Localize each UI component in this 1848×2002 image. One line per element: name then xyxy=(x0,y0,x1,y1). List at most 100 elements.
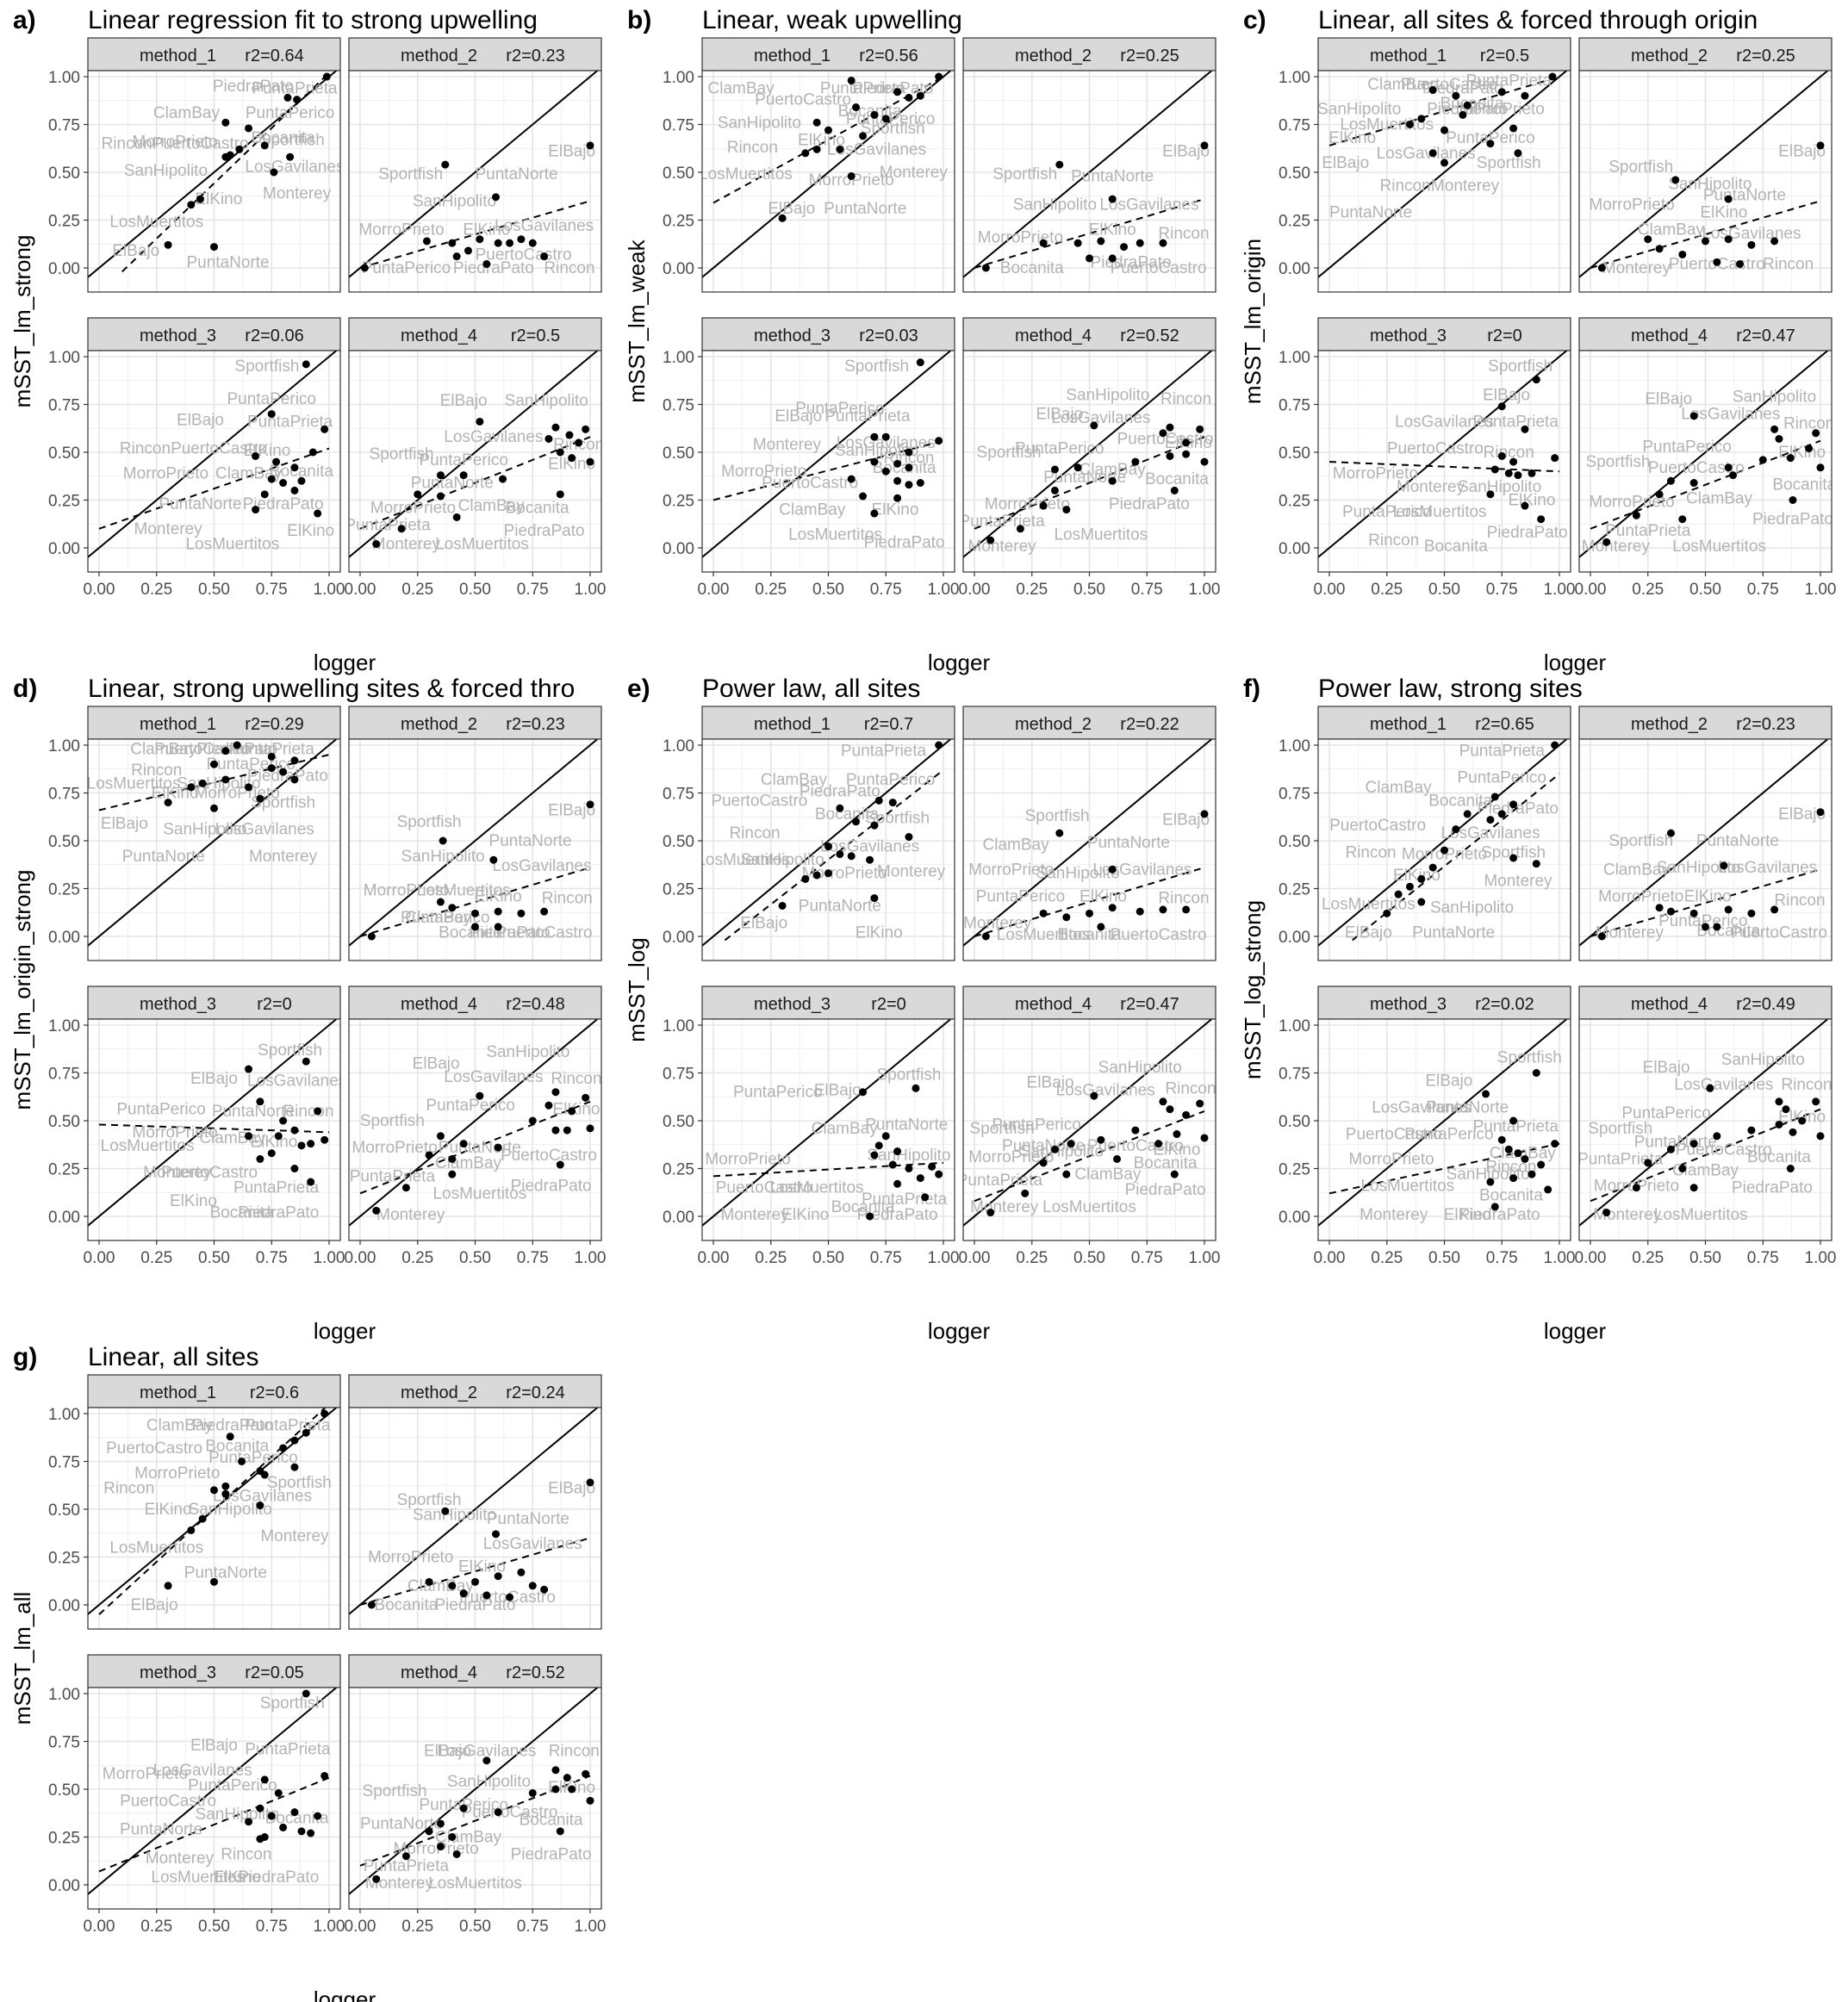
plot-area: ClamBayPuertoCastroPiedraPatoPuntaPrieta… xyxy=(88,739,338,948)
facet-r2-label: r2=0.52 xyxy=(506,1663,564,1682)
site-label: ElKino xyxy=(798,131,845,149)
x-tick-label: 1.00 xyxy=(314,1249,345,1267)
data-point xyxy=(425,1577,433,1586)
site-label: ElBajo xyxy=(112,242,159,260)
data-point xyxy=(1805,445,1814,453)
data-point xyxy=(492,193,501,202)
x-tick-label: 0.25 xyxy=(1371,581,1403,599)
site-label: PuntaNorte xyxy=(1426,1098,1509,1116)
site-label: SanHipolito xyxy=(1066,386,1149,404)
site-label: PuntaNorte xyxy=(1043,469,1126,487)
site-label: PuertoCastro xyxy=(476,246,572,264)
facet-method-label: method_1 xyxy=(1370,47,1447,65)
data-point xyxy=(1055,829,1064,837)
data-point xyxy=(556,1160,564,1169)
data-point xyxy=(221,1489,230,1498)
facet-method_3: method_3 r2=0.02 Sportfish ElBajo LosGavilan… xyxy=(1279,985,1576,1267)
data-point xyxy=(1440,159,1448,167)
data-point xyxy=(1196,1099,1204,1108)
data-point xyxy=(482,1591,491,1600)
site-labels: ElBajo Sportfish PuntaNorte ClamBay MorroPri… xyxy=(963,807,1210,944)
x-tick-label: 0.75 xyxy=(1486,1249,1518,1267)
data-point xyxy=(302,1428,310,1437)
identity-line xyxy=(1579,71,1829,279)
y-tick-label: 0.75 xyxy=(48,1734,80,1752)
site-label: Rincon xyxy=(1158,890,1209,908)
data-point xyxy=(1689,479,1698,488)
data-point xyxy=(528,239,537,247)
identity-line xyxy=(1318,351,1568,559)
data-point xyxy=(916,1174,924,1183)
data-point xyxy=(1097,237,1105,246)
data-point xyxy=(836,804,844,812)
x-tick-label: 0.75 xyxy=(256,1249,288,1267)
panel-title: Linear, weak upwelling xyxy=(702,6,962,34)
x-tick-label: 0.25 xyxy=(401,1918,433,1936)
site-label: PuertoCastro xyxy=(1731,924,1827,942)
data-point xyxy=(1090,1091,1098,1100)
site-label: ElKino xyxy=(214,1868,261,1887)
site-label: MorroPrieto xyxy=(123,464,208,482)
site-label: Sportfish xyxy=(992,165,1057,183)
facet-r2-label: r2=0.25 xyxy=(1120,47,1179,65)
site-label: LosGavilanes xyxy=(215,821,314,839)
x-tick-label: 0.75 xyxy=(517,1918,549,1936)
site-label: Sportfish xyxy=(260,1694,325,1713)
data-points xyxy=(1405,72,1557,167)
site-label: MorroPrieto xyxy=(1598,887,1683,905)
panel-tag: a) xyxy=(13,6,36,34)
site-label: MorroPrieto xyxy=(705,1150,790,1168)
x-tick-label: 0.50 xyxy=(198,1249,230,1267)
data-point xyxy=(551,423,560,432)
data-point xyxy=(1486,140,1495,148)
x-tick-label: 0.00 xyxy=(698,581,730,599)
data-point xyxy=(1528,1170,1536,1178)
data-point xyxy=(164,799,172,807)
data-point xyxy=(196,195,204,203)
data-point xyxy=(870,110,879,119)
data-point xyxy=(290,486,299,494)
site-label: PiedraPato xyxy=(470,924,551,942)
grid-lines xyxy=(1579,739,1832,961)
plot-area: ElBajo SanHipolitoLosGavilanesSportfishPu… xyxy=(349,351,601,559)
site-labels: ElBajo SanHipolitoLosGavilanesSportfishPu… xyxy=(349,392,601,554)
y-tick-label: 0.75 xyxy=(663,786,694,804)
x-tick-label: 1.00 xyxy=(1544,1249,1576,1267)
site-label: LosGavilanes xyxy=(245,158,344,176)
site-label: Sportfish xyxy=(397,813,462,831)
site-label: LosMuertitos xyxy=(770,1179,864,1197)
y-tick-label: 0.00 xyxy=(48,260,80,278)
facet-method_2: method_2 r2=0.23 ElBajo Sportfish PuntaNorte… xyxy=(348,706,602,961)
data-point xyxy=(1509,854,1518,862)
facet-method_4: method_4 r2=0.48 SanHipolito ElBajoLosGavil… xyxy=(345,985,606,1267)
site-label: PuntaPerico xyxy=(1658,912,1748,930)
data-point xyxy=(859,492,868,501)
y-tick-label: 1.00 xyxy=(1279,737,1310,755)
y-tick-label: 1.00 xyxy=(48,1406,80,1424)
site-label: Sportfish xyxy=(861,120,925,138)
site-label: Sportfish xyxy=(397,1491,462,1509)
data-point xyxy=(1509,1174,1518,1183)
data-point xyxy=(1509,457,1518,466)
data-point xyxy=(1016,525,1024,533)
x-tick-label: 0.50 xyxy=(1689,1249,1721,1267)
grid-lines xyxy=(349,351,601,572)
site-label: MorroPrieto xyxy=(132,1123,217,1141)
data-point xyxy=(1055,160,1064,169)
panel-tag: d) xyxy=(13,675,37,703)
site-label: ElBajo xyxy=(814,1081,862,1099)
x-tick-label: 0.50 xyxy=(459,1249,491,1267)
data-point xyxy=(1729,471,1738,480)
data-point xyxy=(1689,1140,1698,1148)
data-point xyxy=(260,1470,269,1479)
identity-line xyxy=(963,739,1213,948)
site-label: SanHipolito xyxy=(1098,1059,1182,1077)
identity-line xyxy=(1579,351,1829,559)
data-point xyxy=(893,459,902,468)
x-tick-label: 0.00 xyxy=(84,1918,115,1936)
plot-area: ClamBay PuntaPrietaPiedraPatoPuertoCastro… xyxy=(702,71,952,279)
data-point xyxy=(367,1601,376,1609)
